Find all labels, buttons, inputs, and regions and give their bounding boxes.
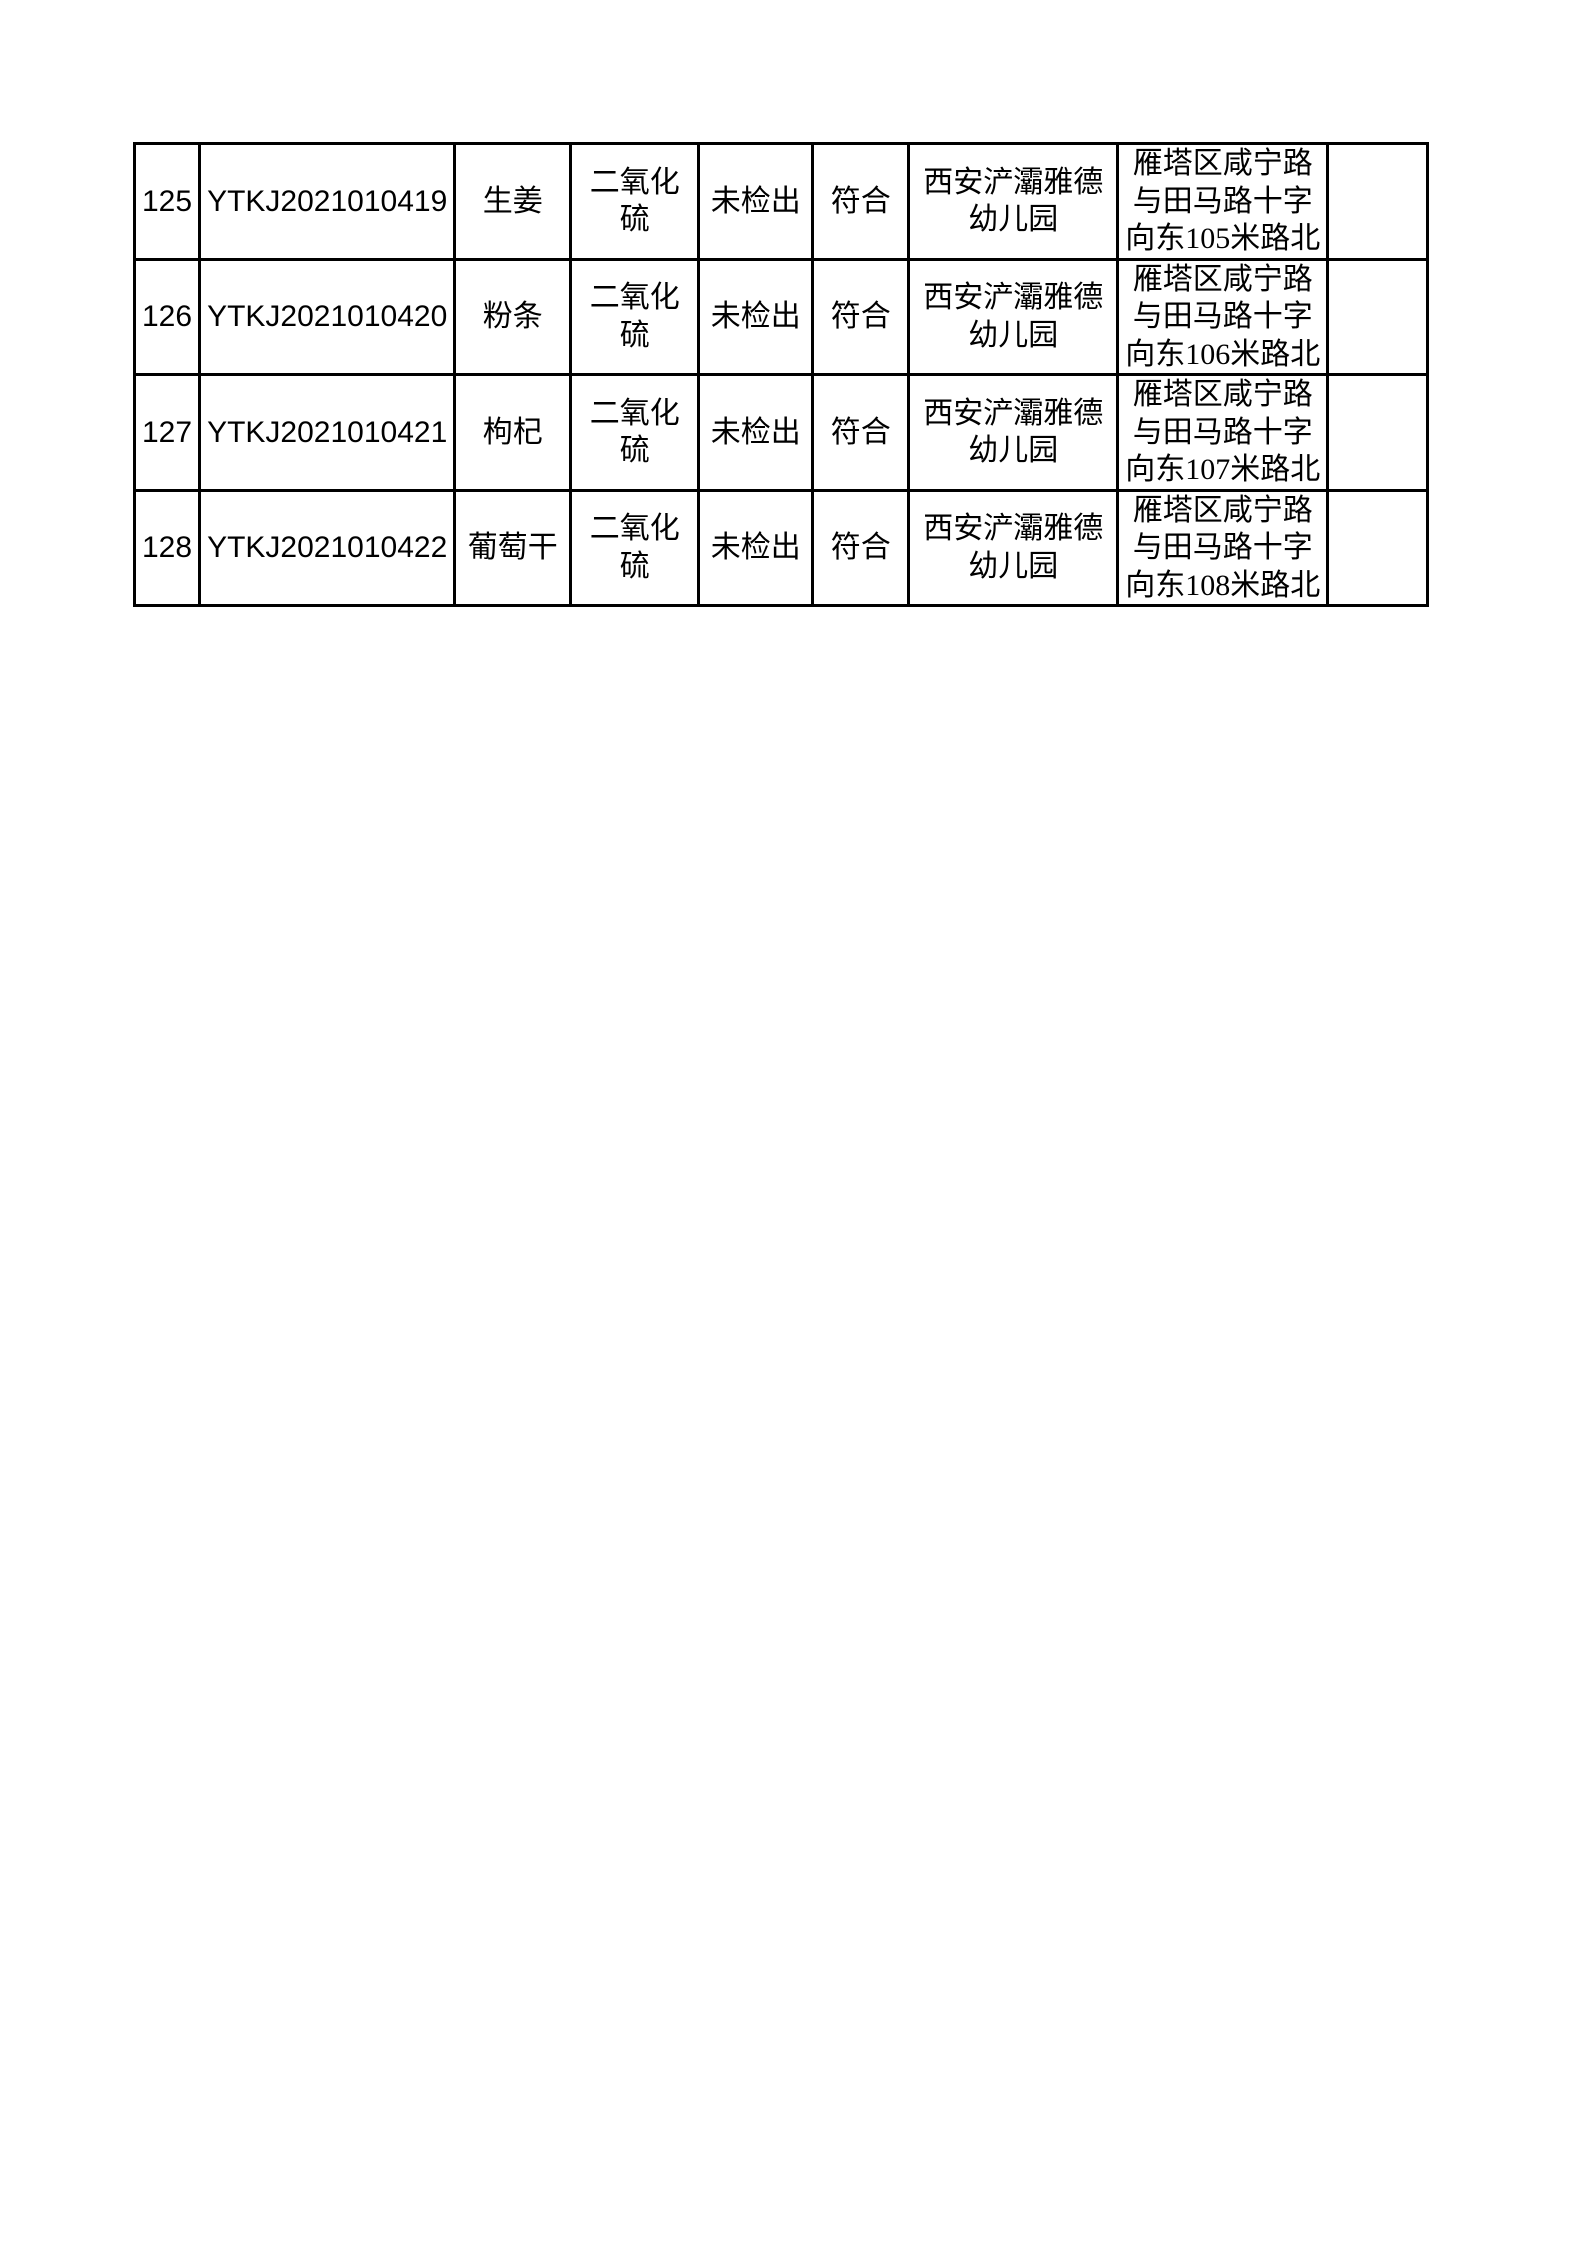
cell-row-number: 126 [132,257,202,376]
cell-sampled-unit: 西安浐灞雅德 幼儿园 [907,257,1120,376]
cell-address: 雁塔区咸宁路 与田马路十字 向东105米路北 [1116,142,1330,261]
cell-conclusion: 符合 [811,373,911,492]
cell-address: 雁塔区咸宁路 与田马路十字 向东106米路北 [1116,257,1330,376]
cell-conclusion: 符合 [811,257,911,376]
cell-row-number: 125 [132,142,202,261]
cell-remark [1326,373,1430,492]
cell-report-no: YTKJ2021010420 [198,257,457,376]
cell-result: 未检出 [697,488,815,607]
table-row: 125 YTKJ2021010419 生姜 二氧化 硫 未检出 符合 西安浐灞雅… [132,142,1430,261]
cell-sample-name: 葡萄干 [453,488,573,607]
cell-sampled-unit: 西安浐灞雅德 幼儿园 [907,488,1120,607]
cell-row-number: 127 [132,373,202,492]
table-row: 126 YTKJ2021010420 粉条 二氧化 硫 未检出 符合 西安浐灞雅… [132,257,1430,376]
cell-conclusion: 符合 [811,142,911,261]
cell-sample-name: 生姜 [453,142,573,261]
cell-remark [1326,257,1430,376]
cell-conclusion: 符合 [811,488,911,607]
cell-sample-name: 粉条 [453,257,573,376]
cell-sample-name: 枸杞 [453,373,573,492]
cell-result: 未检出 [697,142,815,261]
cell-sampled-unit: 西安浐灞雅德 幼儿园 [907,142,1120,261]
cell-test-item: 二氧化 硫 [569,488,701,607]
cell-remark [1326,488,1430,607]
cell-address: 雁塔区咸宁路 与田马路十字 向东108米路北 [1116,488,1330,607]
cell-sampled-unit: 西安浐灞雅德 幼儿园 [907,373,1120,492]
cell-report-no: YTKJ2021010419 [198,142,457,261]
cell-row-number: 128 [132,488,202,607]
cell-report-no: YTKJ2021010422 [198,488,457,607]
cell-test-item: 二氧化 硫 [569,257,701,376]
cell-remark [1326,142,1430,261]
table-row: 128 YTKJ2021010422 葡萄干 二氧化 硫 未检出 符合 西安浐灞… [132,488,1430,607]
table-row: 127 YTKJ2021010421 枸杞 二氧化 硫 未检出 符合 西安浐灞雅… [132,373,1430,492]
cell-result: 未检出 [697,257,815,376]
results-table: 125 YTKJ2021010419 生姜 二氧化 硫 未检出 符合 西安浐灞雅… [132,142,1430,607]
cell-report-no: YTKJ2021010421 [198,373,457,492]
cell-test-item: 二氧化 硫 [569,373,701,492]
cell-test-item: 二氧化 硫 [569,142,701,261]
cell-address: 雁塔区咸宁路 与田马路十字 向东107米路北 [1116,373,1330,492]
cell-result: 未检出 [697,373,815,492]
